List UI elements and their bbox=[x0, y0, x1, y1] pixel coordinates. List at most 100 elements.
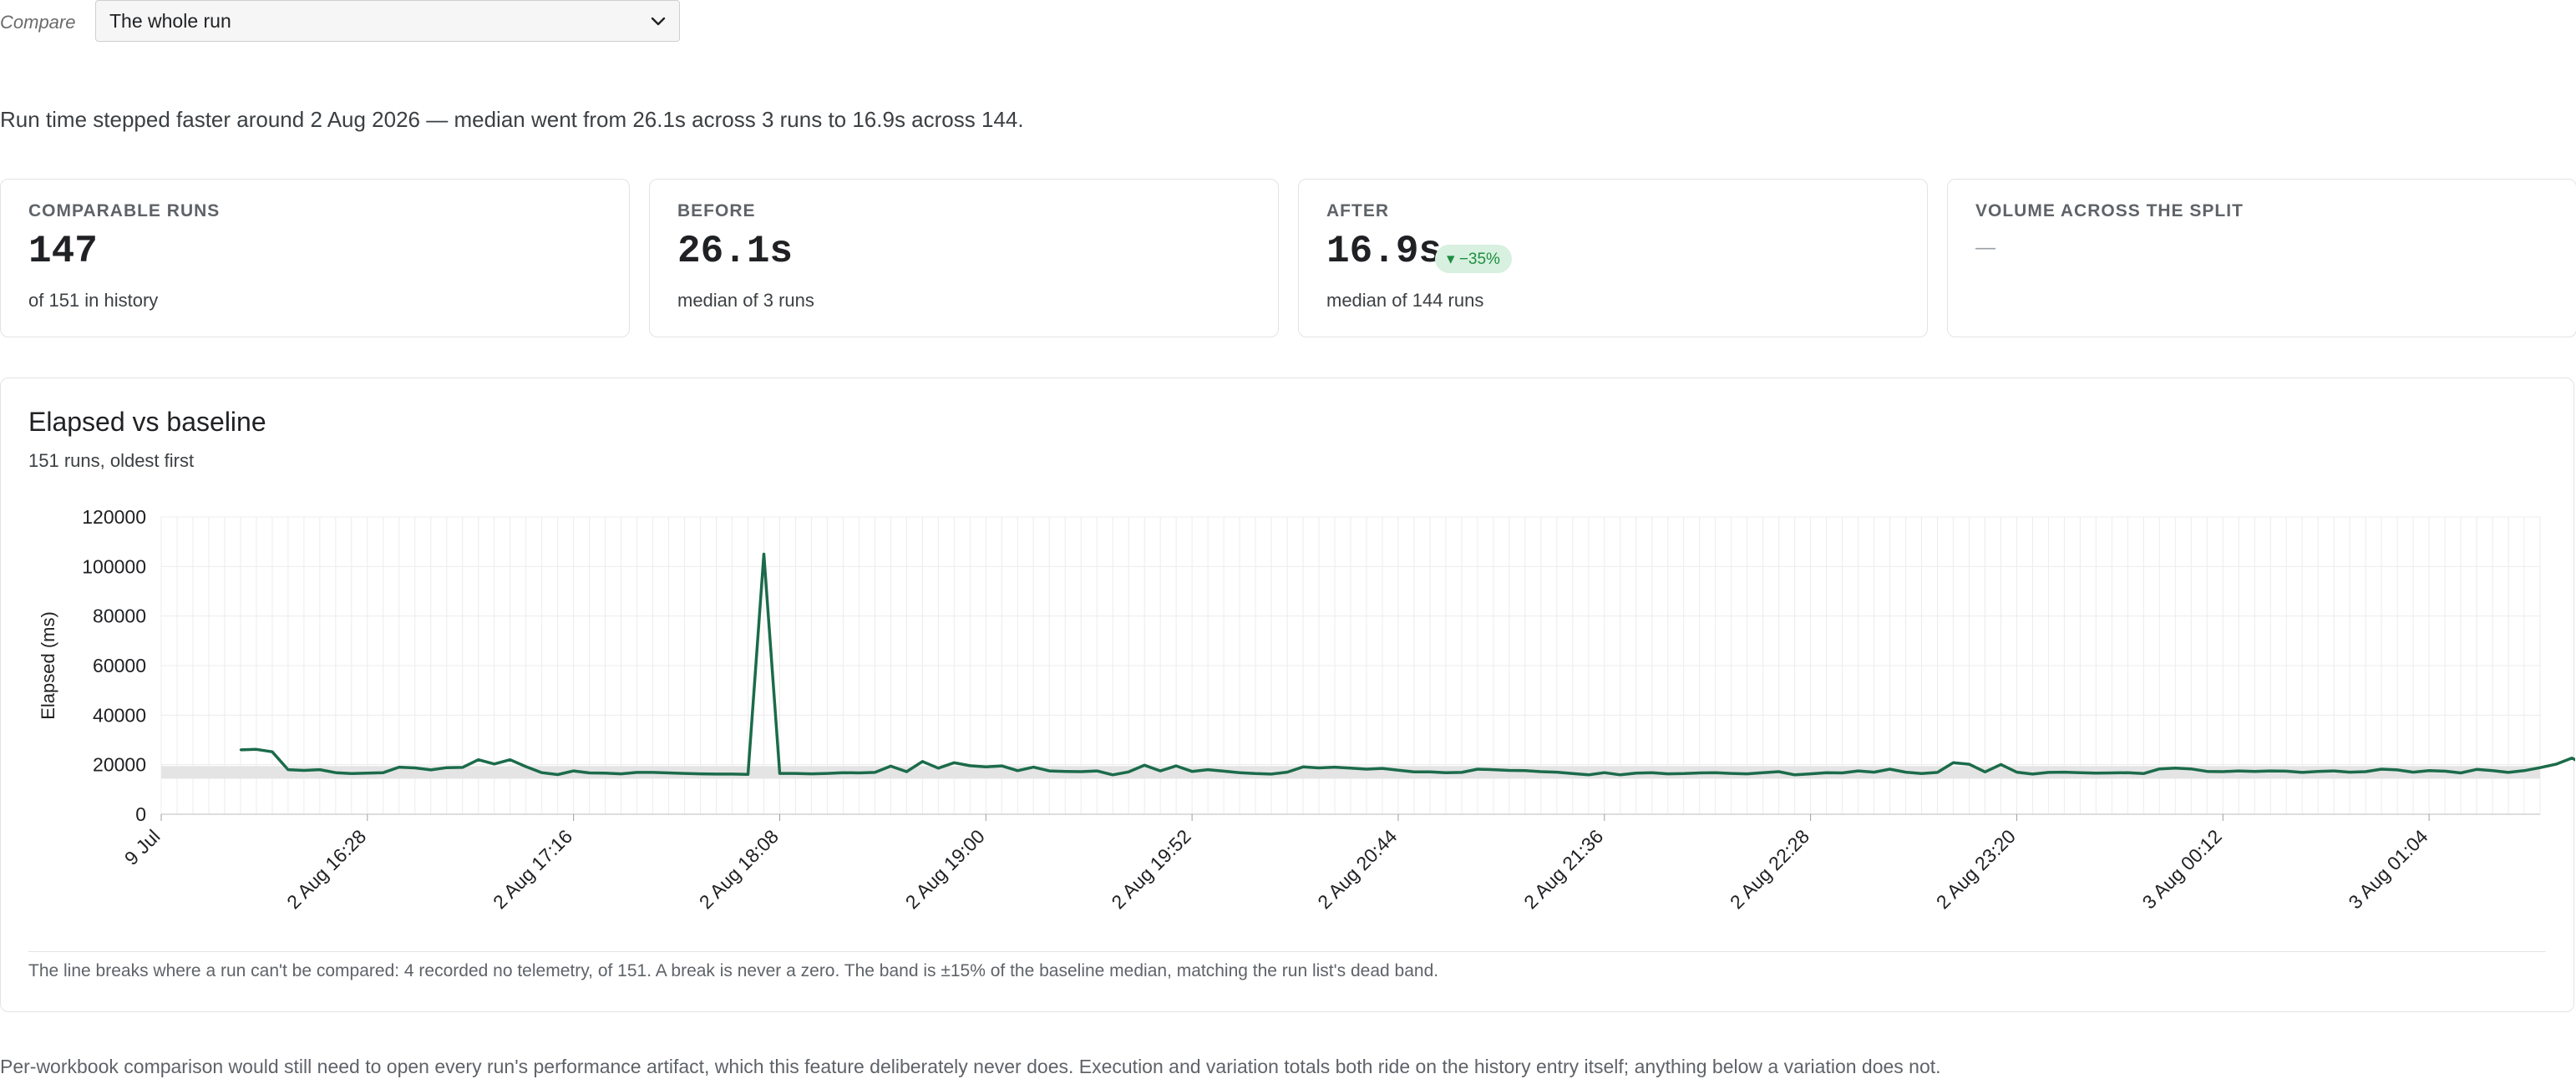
y-tick-label: 60000 bbox=[93, 655, 146, 676]
x-tick-label: 2 Aug 22:28 bbox=[1726, 825, 1813, 913]
data-point bbox=[1190, 770, 1194, 772]
data-point bbox=[1222, 770, 1225, 772]
card-before: BEFORE 26.1s median of 3 runs bbox=[649, 179, 1279, 337]
data-point bbox=[540, 771, 543, 774]
data-point bbox=[2380, 767, 2383, 771]
data-point bbox=[1444, 771, 1448, 774]
data-point bbox=[572, 769, 575, 772]
data-point bbox=[1904, 771, 1907, 773]
chevron-down-icon bbox=[651, 17, 666, 26]
data-point bbox=[1174, 764, 1178, 767]
compare-selected-value: The whole run bbox=[109, 9, 231, 32]
data-point bbox=[1001, 764, 1003, 767]
compare-select[interactable]: The whole run bbox=[95, 0, 680, 42]
x-tick-label: 3 Aug 00:12 bbox=[2138, 825, 2226, 913]
data-point bbox=[969, 764, 971, 767]
data-point bbox=[1270, 772, 1273, 776]
card-sub: of 151 in history bbox=[28, 290, 159, 311]
x-tick-label: 2 Aug 19:52 bbox=[1107, 825, 1194, 913]
data-point bbox=[747, 773, 749, 776]
data-point bbox=[1032, 766, 1035, 768]
compare-row: Compare bbox=[0, 0, 89, 45]
data-point bbox=[1285, 771, 1289, 773]
y-tick-label: 20000 bbox=[93, 754, 146, 776]
chart-card: Elapsed vs baseline 151 runs, oldest fir… bbox=[0, 377, 2575, 1012]
data-point bbox=[905, 770, 908, 773]
data-point bbox=[2396, 768, 2399, 772]
data-point bbox=[1539, 770, 1543, 773]
data-point bbox=[1873, 771, 1875, 773]
data-point bbox=[1762, 771, 1764, 774]
data-point bbox=[398, 766, 400, 768]
data-point bbox=[1825, 771, 1828, 774]
data-point bbox=[953, 762, 956, 764]
data-point bbox=[1841, 772, 1843, 774]
data-point bbox=[2538, 767, 2542, 769]
data-point bbox=[2332, 769, 2335, 772]
data-point bbox=[1349, 767, 1352, 770]
data-point bbox=[1651, 771, 1653, 774]
data-point bbox=[255, 748, 258, 751]
data-point bbox=[1889, 767, 1891, 771]
data-point bbox=[874, 771, 876, 774]
data-point bbox=[1682, 772, 1685, 775]
data-point bbox=[1984, 771, 1986, 773]
card-comparable-runs: COMPARABLE RUNS 147 of 151 in history bbox=[0, 179, 630, 337]
data-point bbox=[2443, 770, 2447, 772]
data-point bbox=[2348, 771, 2351, 773]
data-point bbox=[366, 772, 369, 774]
data-point bbox=[334, 771, 337, 774]
data-point bbox=[1017, 769, 1019, 772]
data-point bbox=[2475, 768, 2478, 771]
data-point bbox=[429, 768, 432, 772]
change-badge: ▾ −35% bbox=[1435, 245, 1512, 273]
data-point bbox=[1159, 769, 1162, 772]
data-point bbox=[858, 772, 860, 774]
data-point bbox=[937, 767, 940, 770]
data-point bbox=[1080, 770, 1083, 773]
card-sub: median of 144 runs bbox=[1326, 290, 1484, 311]
card-after: AFTER 16.9s ▾ −35% median of 144 runs bbox=[1298, 179, 1928, 337]
summary-text: Run time stepped faster around 2 Aug 202… bbox=[0, 107, 1024, 132]
card-value: 16.9s bbox=[1326, 230, 1443, 273]
data-point bbox=[1301, 766, 1305, 768]
data-point bbox=[1412, 771, 1416, 773]
data-point bbox=[1809, 772, 1812, 775]
data-point bbox=[2222, 770, 2224, 773]
data-point bbox=[2364, 770, 2367, 773]
card-value: 26.1s bbox=[677, 230, 794, 273]
data-point bbox=[2127, 771, 2129, 774]
data-point bbox=[2570, 757, 2573, 759]
y-axis-label: Elapsed (ms) bbox=[38, 611, 58, 720]
data-point bbox=[2523, 769, 2526, 772]
divider bbox=[28, 951, 2546, 952]
data-point bbox=[2427, 769, 2431, 772]
card-label: AFTER bbox=[1326, 201, 1389, 220]
data-point bbox=[1238, 771, 1241, 774]
data-point bbox=[1555, 771, 1559, 773]
data-point bbox=[1714, 771, 1716, 774]
data-point bbox=[493, 762, 495, 765]
data-point bbox=[1920, 772, 1923, 775]
data-point bbox=[2316, 770, 2320, 772]
data-point bbox=[794, 772, 797, 775]
data-point bbox=[1793, 773, 1796, 777]
data-point bbox=[271, 751, 274, 753]
data-point bbox=[1746, 772, 1748, 775]
chart-note: The line breaks where a run can't be com… bbox=[28, 961, 1439, 980]
data-point bbox=[1381, 767, 1384, 770]
x-tick-label: 2 Aug 16:28 bbox=[282, 825, 370, 913]
data-point bbox=[2016, 771, 2018, 773]
data-point bbox=[2158, 767, 2161, 770]
x-tick-label: 2 Aug 19:00 bbox=[901, 825, 989, 913]
data-point bbox=[826, 772, 829, 775]
data-point bbox=[382, 771, 385, 774]
data-point bbox=[985, 766, 987, 768]
data-point bbox=[2238, 769, 2240, 772]
data-point bbox=[1127, 771, 1130, 773]
data-point bbox=[715, 772, 718, 776]
y-tick-label: 120000 bbox=[82, 506, 146, 528]
data-point bbox=[1666, 772, 1669, 775]
data-point bbox=[1777, 770, 1780, 773]
x-tick-label: 2 Aug 20:44 bbox=[1313, 825, 1401, 913]
